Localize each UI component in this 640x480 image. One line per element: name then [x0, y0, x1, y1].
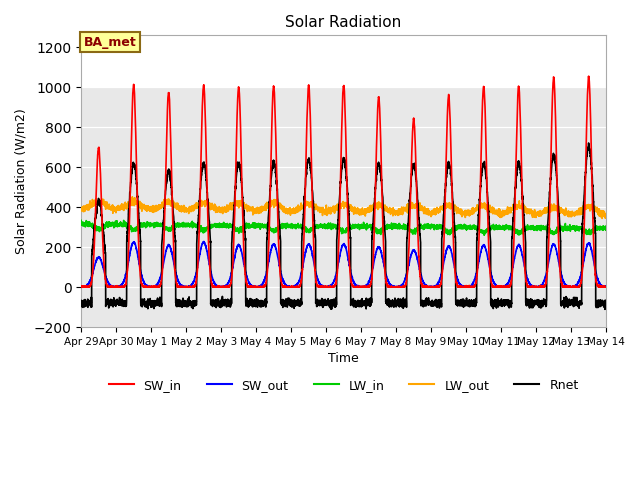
- Bar: [81, 36, 606, 87]
- Line: SW_out: SW_out: [81, 241, 606, 287]
- Rnet: [602, 298, 610, 304]
- LW_out: [129, 194, 136, 200]
- Rnet: [324, 301, 332, 307]
- LW_out: [324, 209, 332, 215]
- SW_out: [324, 284, 332, 290]
- Rnet: [172, 238, 179, 243]
- SW_in: [585, 73, 593, 79]
- X-axis label: Time: Time: [328, 352, 359, 365]
- SW_out: [602, 284, 610, 289]
- LW_in: [491, 224, 499, 230]
- Line: SW_in: SW_in: [81, 76, 606, 287]
- LW_in: [120, 217, 127, 223]
- SW_out: [602, 283, 609, 289]
- SW_out: [432, 283, 440, 289]
- Line: LW_out: LW_out: [81, 197, 606, 218]
- SW_in: [491, 284, 499, 290]
- SW_in: [432, 284, 440, 289]
- LW_out: [602, 212, 609, 218]
- LW_out: [77, 207, 85, 213]
- LW_in: [481, 232, 488, 238]
- SW_in: [602, 284, 610, 289]
- SW_out: [77, 284, 85, 289]
- LW_in: [461, 224, 469, 230]
- Line: LW_in: LW_in: [81, 220, 606, 235]
- LW_in: [324, 221, 332, 227]
- SW_out: [491, 281, 499, 287]
- LW_out: [598, 216, 606, 221]
- SW_out: [172, 269, 179, 275]
- SW_in: [172, 274, 179, 280]
- LW_out: [432, 208, 440, 214]
- LW_in: [77, 217, 85, 223]
- SW_out: [461, 284, 469, 290]
- LW_in: [172, 223, 179, 228]
- LW_out: [461, 209, 469, 215]
- SW_in: [324, 284, 332, 290]
- Rnet: [491, 302, 499, 308]
- SW_out: [77, 284, 85, 290]
- SW_in: [77, 284, 85, 290]
- Title: Solar Radiation: Solar Radiation: [285, 15, 402, 30]
- LW_out: [491, 207, 499, 213]
- Rnet: [585, 140, 593, 146]
- LW_in: [602, 226, 610, 232]
- Line: Rnet: Rnet: [81, 143, 606, 309]
- LW_in: [602, 226, 609, 231]
- Rnet: [601, 306, 609, 312]
- Legend: SW_in, SW_out, LW_in, LW_out, Rnet: SW_in, SW_out, LW_in, LW_out, Rnet: [104, 374, 584, 397]
- Rnet: [461, 301, 469, 307]
- Rnet: [77, 300, 85, 306]
- SW_in: [602, 284, 609, 290]
- Rnet: [432, 300, 440, 306]
- Y-axis label: Solar Radiation (W/m2): Solar Radiation (W/m2): [15, 108, 28, 254]
- Rnet: [602, 303, 609, 309]
- LW_in: [432, 224, 440, 230]
- Text: BA_met: BA_met: [84, 36, 136, 48]
- SW_in: [461, 283, 469, 289]
- LW_out: [172, 202, 179, 207]
- LW_out: [602, 215, 610, 221]
- SW_out: [200, 239, 207, 244]
